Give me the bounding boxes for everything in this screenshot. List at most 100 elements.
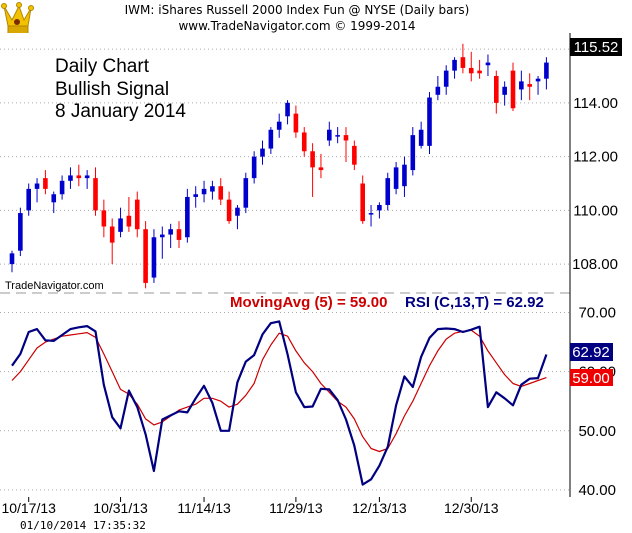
candle-body [468, 67, 474, 74]
candle-body [435, 86, 441, 95]
candle-body [343, 135, 349, 141]
candle-body [510, 70, 516, 109]
candle-body [251, 156, 257, 179]
candle-body [143, 229, 148, 283]
rsi-legend: RSI (C,13,T) = 62.92 [405, 294, 544, 311]
copyright-line: www.TradeNavigator.com © 1999-2014 [178, 19, 415, 33]
moving-average-line [11, 329, 547, 453]
candle-body [168, 229, 173, 235]
timestamp: 01/10/2014 17:35:32 [20, 519, 146, 532]
candle-body [59, 180, 65, 195]
candle-body [519, 81, 524, 90]
candle-body [134, 199, 140, 230]
candle-body [93, 178, 98, 211]
candle-body [385, 178, 391, 205]
chart-title: IWM: iShares Russell 2000 Index Fun @ NY… [125, 3, 470, 17]
ma-value-label: 59.00 [572, 370, 610, 387]
candle-body [352, 145, 357, 165]
candle-body [68, 175, 73, 181]
candle-body [34, 183, 40, 189]
rsi-line [11, 320, 548, 486]
rsi-tick-label: 40.00 [578, 482, 616, 499]
candle-body [176, 229, 182, 240]
annotation-line3: 8 January 2014 [55, 101, 186, 122]
candle-body [410, 135, 416, 171]
candle-body [418, 129, 424, 146]
candle-body [443, 70, 449, 87]
candle-body [477, 70, 482, 74]
candle-body [293, 113, 299, 133]
candle-body [43, 178, 48, 189]
candle-body [460, 57, 466, 68]
candle-body [402, 164, 407, 187]
candle-body [101, 210, 107, 227]
candle-body [84, 175, 90, 179]
candle-body [218, 186, 224, 200]
candle-body [160, 234, 165, 238]
price-tick-label: 114.00 [573, 95, 618, 112]
candle-body [235, 207, 240, 216]
candle-body [268, 129, 274, 149]
candle-body [151, 237, 157, 278]
rsi-value-label: 62.92 [572, 344, 610, 361]
candle-body [109, 226, 115, 243]
price-plot-area [0, 33, 570, 291]
candle-body [301, 132, 307, 152]
price-tick-label: 110.00 [573, 202, 618, 219]
last-price-label: 115.52 [574, 39, 619, 56]
x-tick-label: 10/31/13 [93, 500, 148, 516]
candle-body [485, 62, 491, 66]
candle-body [193, 194, 198, 197]
candle-body [393, 167, 399, 189]
rsi-tick-label: 70.00 [578, 305, 616, 322]
rsi-series-lines [11, 320, 548, 486]
candle-body [360, 183, 365, 222]
rsi-value-badge: 62.92 [570, 343, 613, 361]
x-tick-label: 12/30/13 [444, 500, 499, 516]
price-tick-label: 112.00 [573, 149, 618, 166]
candle-body [494, 76, 499, 103]
candle-body [243, 178, 249, 208]
candle-body [527, 84, 532, 87]
last-price-badge: 115.52 [570, 38, 622, 56]
candle-body [310, 151, 315, 168]
price-tick-label: 108.00 [572, 256, 618, 273]
candle-body [318, 167, 324, 171]
candle-body [76, 175, 82, 179]
ma-value-badge: 59.00 [570, 369, 613, 387]
candle-body [535, 78, 541, 82]
candle-body [118, 218, 123, 232]
x-tick-label: 10/17/13 [1, 500, 56, 516]
candle-body [226, 199, 232, 222]
jester-logo-icon [1, 2, 34, 35]
candle-body [544, 62, 549, 79]
annotation-line2: Bullish Signal [55, 79, 169, 100]
watermark: TradeNavigator.com [5, 280, 104, 292]
rsi-tick-label: 50.00 [578, 423, 616, 440]
x-tick-label: 11/14/13 [177, 500, 231, 516]
candle-body [210, 186, 215, 192]
x-axis: 10/17/13 10/31/13 11/14/13 11/29/13 12/13/13… [1, 497, 499, 516]
candle-body [260, 148, 265, 157]
candle-body [276, 121, 282, 130]
candle-body [327, 129, 332, 141]
price-candles [9, 43, 549, 289]
price-gridlines [0, 48, 570, 265]
candle-body [26, 188, 31, 211]
candle-body [427, 97, 432, 146]
candle-body [126, 215, 132, 227]
candle-body [185, 196, 190, 238]
x-tick-label: 12/13/13 [352, 500, 407, 516]
candle-body [51, 194, 57, 203]
candle-body [502, 86, 507, 95]
candle-body [335, 135, 340, 137]
candle-body [285, 102, 290, 117]
ma-legend: MovingAvg (5) = 59.00 [230, 294, 387, 311]
candle-body [201, 188, 207, 195]
candle-body [377, 205, 382, 211]
x-tick-label: 11/29/13 [269, 500, 323, 516]
